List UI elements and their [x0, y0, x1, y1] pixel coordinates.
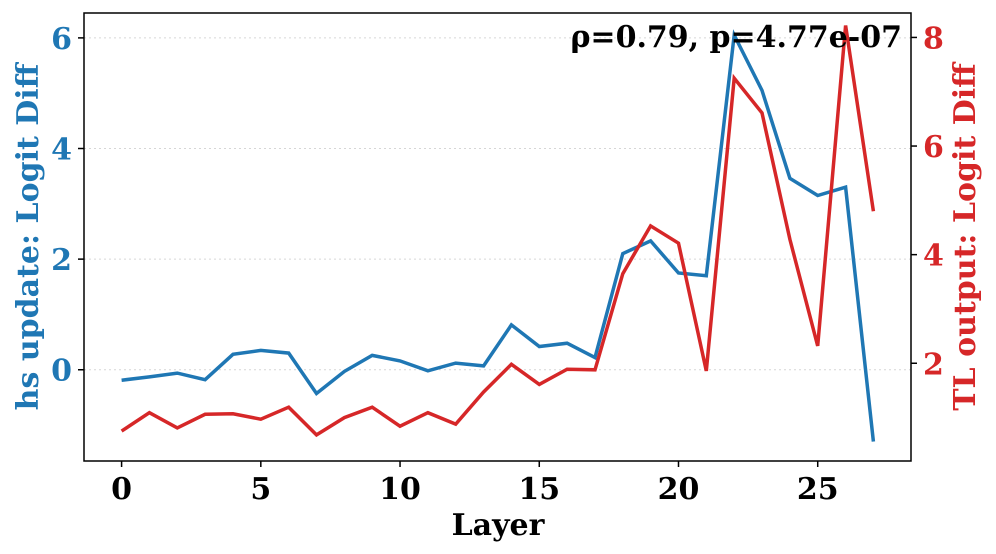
x-tick-label: 10 [379, 472, 421, 507]
x-tick-label: 0 [111, 472, 132, 507]
y-right-tick-label: 2 [923, 347, 944, 382]
x-axis: 0 5 10 15 20 25 [111, 461, 839, 507]
y-right-tick-label: 6 [923, 130, 944, 165]
series-line-right-axis [120, 25, 876, 438]
x-tick-label: 5 [250, 472, 271, 507]
plot-frame [83, 12, 912, 462]
x-tick-label: 25 [797, 472, 839, 507]
y-axis-right: 2 4 6 8 [911, 21, 944, 382]
y-left-tick-label: 0 [51, 354, 72, 389]
x-tick-label: 20 [658, 472, 700, 507]
y-left-tick-label: 2 [51, 243, 72, 278]
y-axis-right-label: TL output: Logit Diff [948, 61, 983, 411]
y-right-tick-label: 8 [923, 21, 944, 56]
correlation-annotation: ρ=0.79, p=4.77e-07 [570, 20, 902, 55]
y-axis-left-label: hs update: Logit Diff [11, 61, 46, 410]
series-line-left-axis [121, 29, 876, 442]
y-right-tick-label: 4 [923, 239, 944, 274]
y-left-tick-label: 4 [51, 133, 72, 168]
series-lines [120, 25, 876, 442]
y-left-tick-label: 6 [51, 22, 72, 57]
y-axis-left: 0 2 4 6 [51, 22, 84, 389]
grid-lines [84, 37, 911, 371]
x-axis-label: Layer [452, 508, 546, 543]
x-tick-label: 15 [518, 472, 560, 507]
